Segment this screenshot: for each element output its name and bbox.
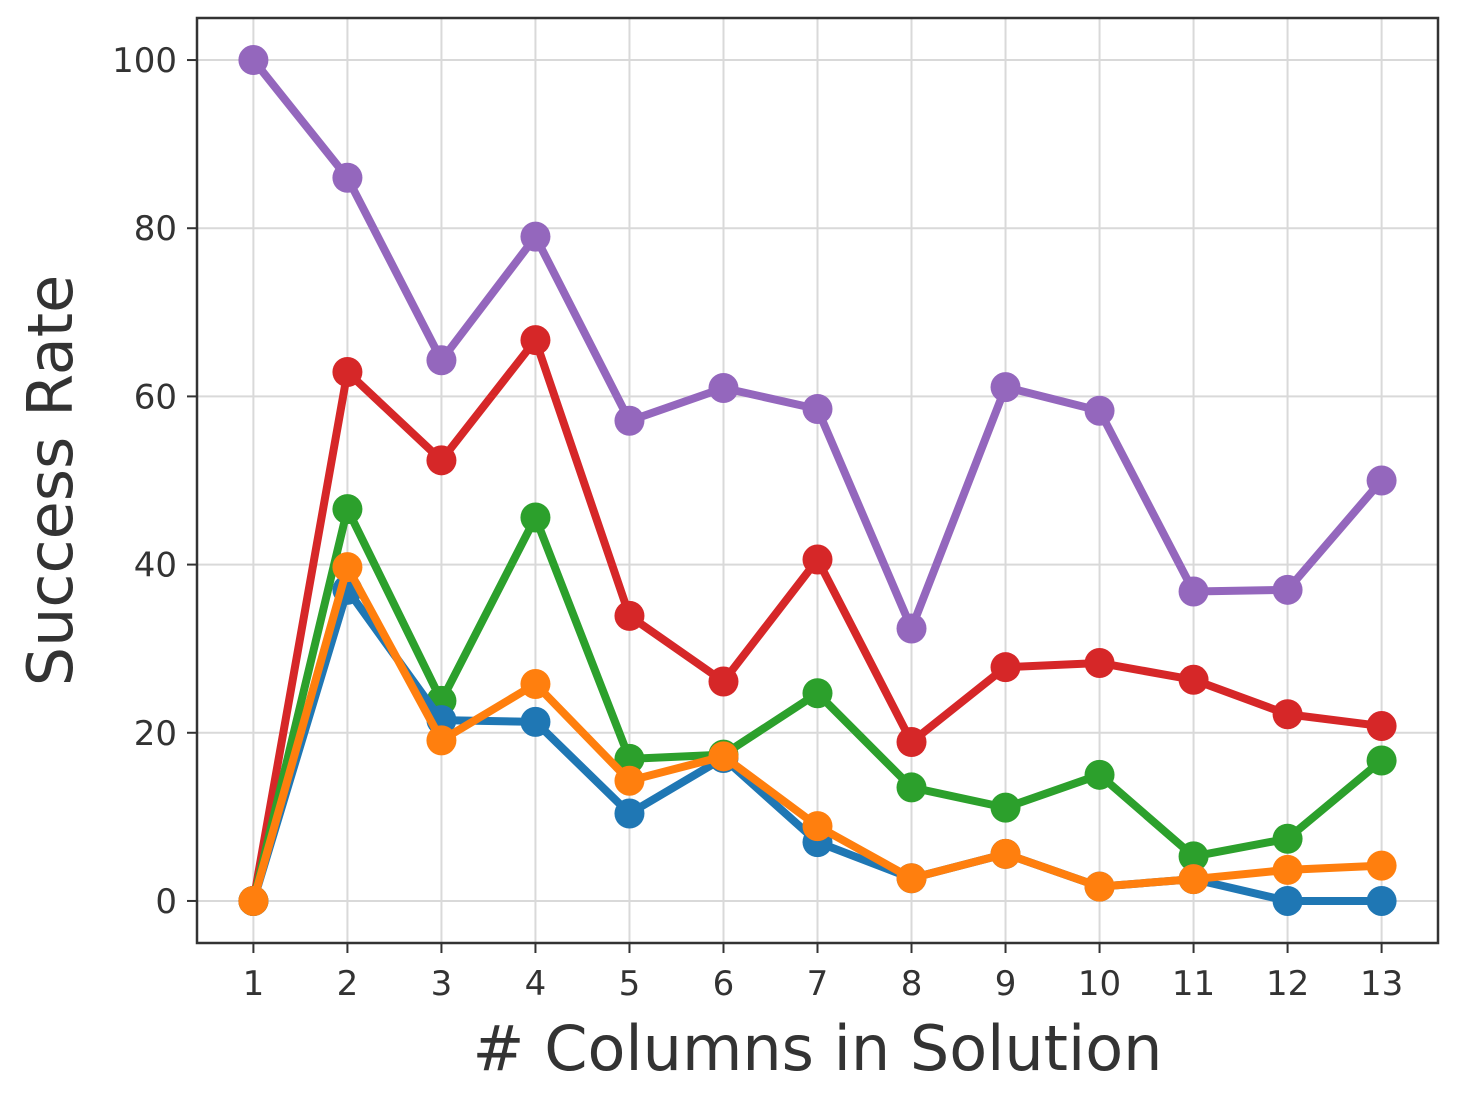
x-tick-label: 2 (337, 964, 359, 1004)
series-1 (238, 45, 1397, 644)
y-tick-label: 60 (134, 377, 177, 417)
data-point (1084, 871, 1115, 902)
data-point (802, 544, 833, 575)
x-tick-label: 5 (619, 964, 641, 1004)
data-point (332, 494, 363, 525)
x-tick-label: 8 (901, 964, 923, 1004)
x-tick-label: 1 (243, 964, 265, 1004)
data-point (520, 502, 551, 533)
data-point (332, 162, 363, 193)
data-point (1272, 823, 1303, 854)
series-5 (238, 552, 1397, 916)
x-tick-label: 9 (995, 964, 1017, 1004)
data-point (520, 706, 551, 737)
data-point (990, 652, 1021, 683)
y-tick-label: 80 (134, 209, 177, 249)
data-point (238, 45, 269, 76)
y-axis-title: Success Rate (14, 275, 87, 686)
data-point (1178, 576, 1209, 607)
y-tick-label: 100 (112, 41, 177, 81)
data-point (1366, 885, 1397, 916)
data-point (1272, 854, 1303, 885)
data-point (1084, 395, 1115, 426)
data-point (614, 743, 645, 774)
series-2 (238, 325, 1397, 916)
data-point (1272, 699, 1303, 730)
data-point (896, 772, 927, 803)
data-point (1084, 759, 1115, 790)
data-point (614, 600, 645, 631)
data-point (520, 221, 551, 252)
data-point (896, 863, 927, 894)
data-point (332, 357, 363, 388)
data-point (802, 394, 833, 425)
data-point (614, 405, 645, 436)
data-point (990, 792, 1021, 823)
x-tick-label: 7 (807, 964, 829, 1004)
data-point (614, 798, 645, 829)
data-point (1272, 885, 1303, 916)
data-point (520, 325, 551, 356)
data-point (238, 885, 269, 916)
data-point (1178, 664, 1209, 695)
data-point (1084, 647, 1115, 678)
x-axis-title: # Columns in Solution (473, 1012, 1163, 1085)
data-point (1178, 864, 1209, 895)
data-point (1366, 711, 1397, 742)
data-point (1366, 850, 1397, 881)
data-point (990, 372, 1021, 403)
x-tick-label: 3 (431, 964, 453, 1004)
data-point (1366, 745, 1397, 776)
data-point (708, 741, 739, 772)
data-point (802, 811, 833, 842)
data-point (708, 666, 739, 697)
data-point (990, 838, 1021, 869)
data-point (896, 613, 927, 644)
data-point (426, 725, 457, 756)
data-point (332, 552, 363, 583)
series-layer (238, 45, 1397, 916)
x-tick-label: 4 (525, 964, 547, 1004)
data-point (1178, 841, 1209, 872)
x-tick-label: 6 (713, 964, 735, 1004)
x-tick-label: 12 (1266, 964, 1309, 1004)
data-point (896, 727, 927, 758)
data-point (708, 373, 739, 403)
data-point (520, 669, 551, 699)
grid-lines (197, 18, 1438, 943)
data-point (426, 345, 457, 376)
x-tick-label: 10 (1078, 964, 1121, 1004)
x-tick-label: 11 (1172, 964, 1215, 1004)
y-tick-label: 20 (134, 714, 177, 754)
y-tick-label: 40 (134, 546, 177, 586)
data-point (426, 445, 457, 476)
data-point (802, 678, 833, 709)
data-point (1272, 574, 1303, 605)
y-tick-label: 0 (155, 882, 177, 922)
data-point (614, 765, 645, 796)
data-point (1366, 465, 1397, 496)
x-tick-label: 13 (1360, 964, 1403, 1004)
